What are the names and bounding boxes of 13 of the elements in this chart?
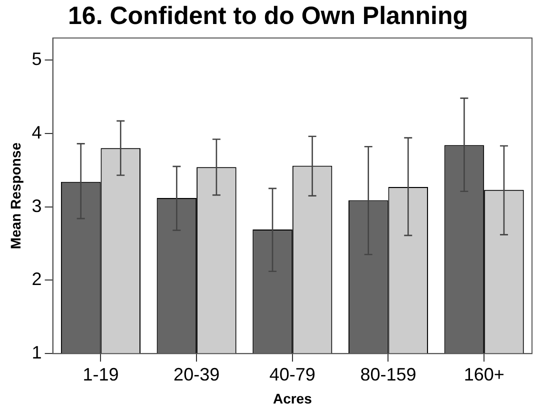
x-tick-label: 40-79 [269, 364, 316, 384]
y-tick-label: 5 [32, 48, 42, 69]
y-tick-label: 3 [32, 196, 42, 216]
x-tick-label: 160+ [464, 364, 504, 384]
y-axis-title: Mean Response [7, 142, 24, 250]
y-tick-label: 1 [32, 342, 42, 363]
x-axis-title: Acres [272, 390, 312, 406]
x-tick-label: 80-159 [360, 364, 416, 384]
chart-title: 16. Confident to do Own Planning [68, 2, 468, 30]
y-tick-label: 4 [32, 122, 42, 142]
y-tick-label: 2 [32, 269, 42, 290]
x-tick-label: 20-39 [174, 364, 220, 384]
x-tick-label: 1-19 [82, 364, 119, 384]
